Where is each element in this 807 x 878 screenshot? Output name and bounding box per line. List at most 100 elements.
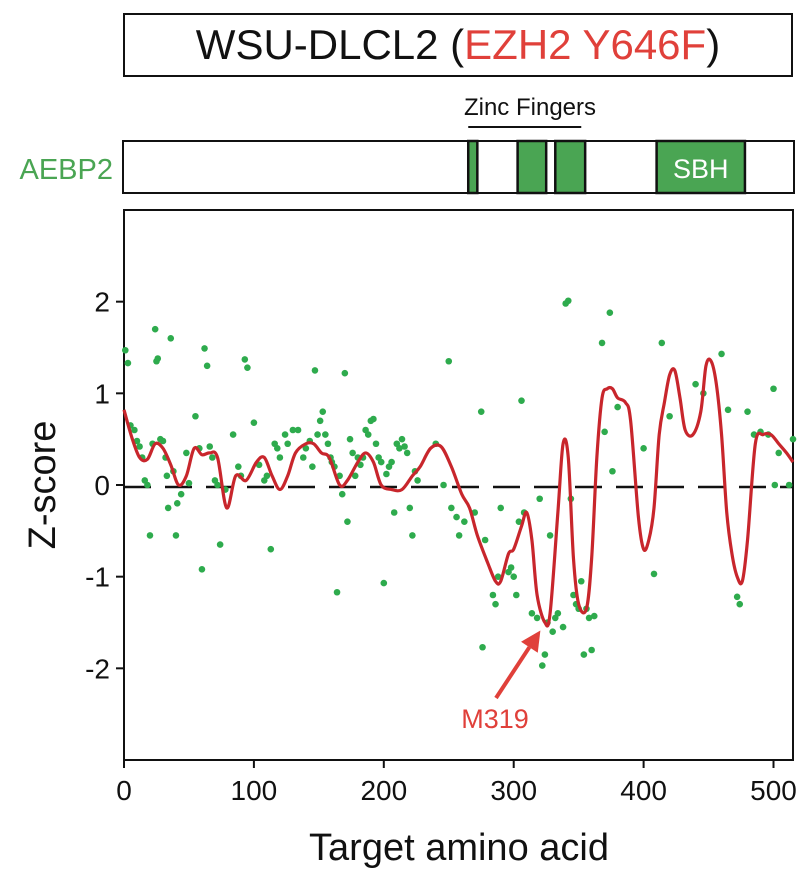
data-point: [541, 651, 549, 658]
data-point: [733, 593, 741, 601]
data-point: [398, 435, 406, 443]
data-point: [497, 504, 505, 512]
data-point: [324, 440, 332, 448]
data-point: [609, 467, 616, 475]
data-point: [364, 431, 372, 438]
data-point: [554, 610, 562, 617]
data-point: [494, 573, 502, 580]
data-point: [536, 495, 543, 503]
data-point: [276, 454, 284, 461]
data-point: [267, 545, 275, 553]
data-point: [785, 481, 793, 489]
data-point: [388, 458, 395, 466]
data-point: [533, 614, 541, 622]
data-point: [718, 350, 725, 358]
data-point: [588, 646, 595, 654]
data-point: [577, 577, 585, 585]
data-point: [302, 445, 310, 452]
data-point: [159, 437, 167, 445]
m319-arrow: [494, 646, 532, 700]
data-point: [273, 445, 281, 452]
data-point: [163, 472, 171, 480]
data-point: [177, 490, 185, 498]
data-point: [250, 419, 258, 426]
data-point: [515, 518, 523, 525]
data-point: [172, 532, 180, 539]
data-point: [614, 403, 621, 411]
domain-label-sbh: SBH: [673, 154, 729, 184]
data-point: [406, 504, 414, 512]
data-point: [409, 532, 416, 539]
y-tick-label: -2: [85, 653, 110, 684]
data-point: [570, 591, 577, 599]
data-point: [640, 445, 647, 452]
data-point: [775, 449, 783, 457]
data-point: [241, 356, 249, 363]
data-point: [601, 428, 608, 436]
data-point: [309, 463, 316, 470]
data-point: [299, 454, 307, 461]
data-point: [546, 532, 554, 539]
data-point: [341, 369, 349, 377]
data-point: [481, 536, 489, 544]
data-point: [606, 309, 614, 316]
data-point: [396, 445, 403, 452]
data-point: [538, 662, 546, 669]
y-tick-label: 0: [94, 470, 110, 501]
data-point: [455, 532, 463, 539]
data-point: [736, 600, 744, 608]
m319-label: M319: [461, 704, 529, 734]
title-open-paren: (: [438, 21, 465, 68]
data-point: [372, 440, 380, 448]
data-point: [198, 566, 206, 573]
data-point: [489, 591, 497, 599]
data-point: [214, 481, 221, 489]
y-tick-label: 1: [94, 378, 110, 409]
data-point: [209, 454, 216, 461]
data-point: [131, 426, 138, 434]
data-point: [590, 612, 598, 620]
data-point: [154, 355, 162, 362]
x-tick-label: 300: [490, 775, 537, 806]
data-point: [598, 339, 606, 347]
chart-title: WSU-DLCL2 (EZH2 Y646F): [123, 13, 793, 77]
protein-label: AEBP2: [20, 154, 114, 186]
data-point: [461, 518, 468, 525]
data-point: [445, 357, 453, 365]
data-point: [183, 449, 190, 457]
data-point: [377, 458, 385, 466]
data-point: [585, 614, 593, 622]
data-point: [724, 406, 732, 414]
data-point: [789, 435, 797, 443]
data-point: [492, 600, 499, 608]
data-point: [349, 449, 356, 457]
data-point: [124, 359, 132, 367]
smoothed-series-line: [122, 357, 795, 628]
data-point: [136, 443, 143, 450]
data-point: [338, 490, 346, 498]
y-axis-label: Z-score: [22, 421, 64, 550]
data-point: [477, 408, 485, 415]
data-point: [284, 440, 291, 448]
data-point: [513, 591, 520, 599]
data-point: [173, 500, 181, 507]
data-point: [390, 509, 398, 516]
data-point: [479, 643, 486, 651]
data-point: [518, 397, 525, 404]
y-tick-label: 2: [94, 287, 110, 318]
title-mutation: EZH2 Y646F: [464, 21, 707, 68]
data-point: [144, 481, 151, 489]
data-point: [351, 472, 359, 480]
data-point: [549, 628, 556, 635]
data-point: [666, 412, 673, 420]
data-point: [322, 431, 329, 438]
domain-track: AEBP2 Zinc Fingers SBH: [20, 94, 795, 195]
data-point: [658, 339, 666, 347]
data-point: [448, 504, 455, 512]
data-point: [771, 481, 779, 489]
data-point: [770, 385, 777, 393]
data-point: [316, 417, 324, 425]
data-point: [164, 504, 172, 512]
data-point: [440, 481, 447, 489]
